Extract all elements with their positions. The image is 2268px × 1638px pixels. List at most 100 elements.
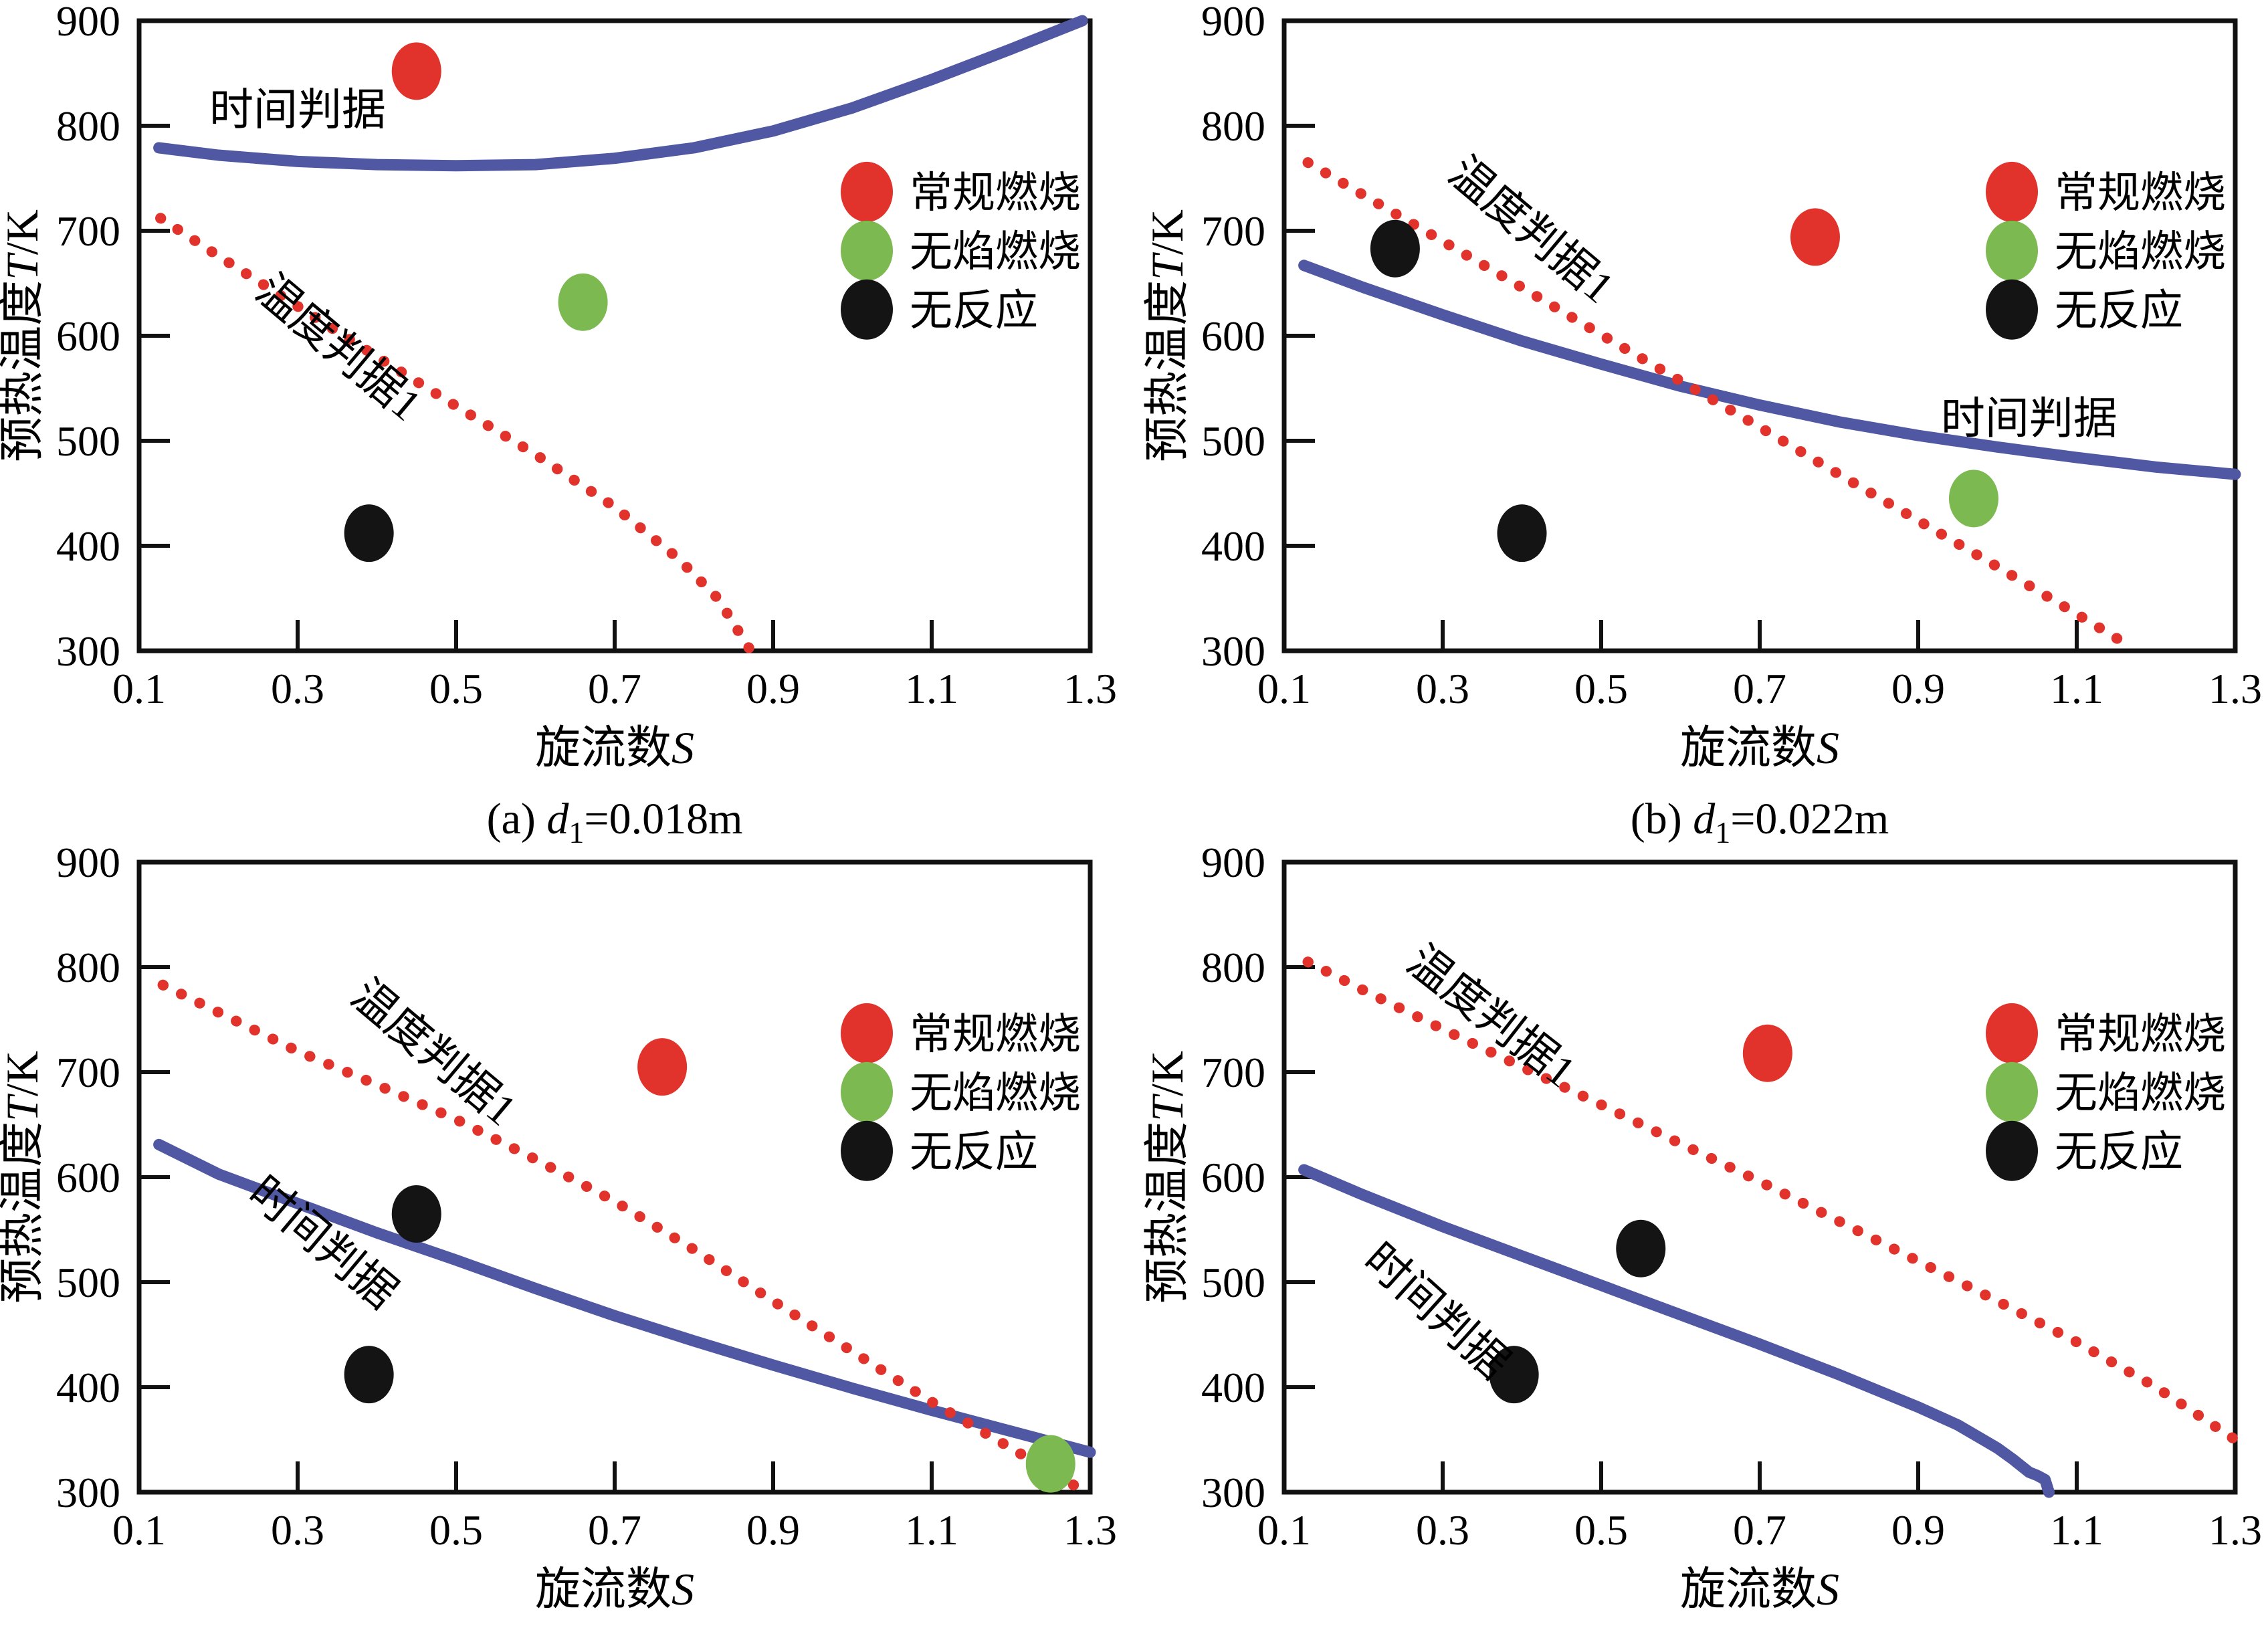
point-flameless <box>1948 470 1998 528</box>
legend-label-flameless: 无焰燃烧 <box>910 228 1081 276</box>
panel-caption: (c) d1=0.024m <box>487 1636 743 1638</box>
panel-caption: (b) d1=0.022m <box>1631 795 1889 849</box>
time-criterion-line <box>1298 1164 2055 1498</box>
y-tick-label: 400 <box>56 1364 120 1411</box>
legend-marker-none <box>841 1120 893 1181</box>
y-tick-label: 400 <box>1201 1364 1265 1411</box>
panel-caption: (d) d1=0.026m <box>1631 1636 1889 1638</box>
y-tick-label: 600 <box>1201 1154 1265 1201</box>
time-criterion-line <box>153 1138 1096 1458</box>
temperature-criterion-line <box>155 213 755 654</box>
point-flameless <box>1025 1435 1075 1493</box>
x-tick-label: 0.3 <box>271 1506 324 1554</box>
x-tick-label: 1.1 <box>905 1506 958 1554</box>
x-tick-label: 0.1 <box>1257 665 1311 712</box>
temperature-criterion-label: 温度判据1 <box>1398 936 1584 1097</box>
time-criterion-line <box>1298 260 2241 480</box>
y-tick-label: 300 <box>56 1469 120 1516</box>
time-criterion-label: 时间判据 <box>1354 1234 1518 1389</box>
y-tick-label: 800 <box>56 944 120 991</box>
time-criterion-label: 时间判据 <box>239 1167 406 1318</box>
x-tick-label: 0.5 <box>1574 665 1628 712</box>
legend-marker-none <box>1986 1120 2038 1181</box>
point-none <box>1489 1346 1539 1404</box>
x-tick-label: 0.9 <box>1891 665 1945 712</box>
y-tick-label: 600 <box>56 1154 120 1201</box>
y-tick-label: 400 <box>1201 522 1265 570</box>
x-tick-label: 1.3 <box>1063 1506 1117 1554</box>
legend-label-none: 无反应 <box>2055 287 2183 334</box>
legend-label-conventional: 常规燃烧 <box>910 169 1081 217</box>
x-tick-label: 1.3 <box>2208 1506 2262 1554</box>
y-axis-title: 预热温度T/K <box>1142 209 1193 462</box>
legend-label-conventional: 常规燃烧 <box>2055 169 2226 217</box>
x-tick-label: 0.9 <box>1891 1506 1945 1554</box>
point-none <box>1497 504 1547 562</box>
point-none <box>344 504 394 562</box>
x-tick-label: 0.3 <box>1416 665 1469 712</box>
x-axis-title: 旋流数S <box>1680 722 1839 773</box>
time-criterion-label: 时间判据 <box>1941 395 2118 443</box>
time-criterion-line <box>153 15 1088 172</box>
point-conventional <box>391 42 441 100</box>
x-tick-label: 0.5 <box>429 665 483 712</box>
legend-label-none: 无反应 <box>910 287 1038 334</box>
legend-marker-none <box>1986 279 2038 340</box>
y-axis-title: 预热温度T/K <box>0 1051 47 1304</box>
legend-label-none: 无反应 <box>2055 1128 2183 1176</box>
point-conventional <box>637 1038 688 1096</box>
panel-caption: (a) d1=0.018m <box>487 795 743 849</box>
x-tick-label: 0.7 <box>588 1506 641 1554</box>
legend-marker-conventional <box>1986 1003 2038 1063</box>
y-tick-label: 700 <box>1201 1049 1265 1096</box>
y-axis-title: 预热温度T/K <box>0 209 47 462</box>
y-tick-label: 900 <box>56 0 120 45</box>
point-none <box>1370 219 1420 278</box>
x-tick-label: 1.1 <box>905 665 958 712</box>
legend-label-flameless: 无焰燃烧 <box>2055 228 2226 276</box>
y-tick-label: 900 <box>1201 0 1265 45</box>
legend-marker-conventional <box>1986 161 2038 222</box>
legend-marker-conventional <box>841 161 893 222</box>
x-tick-label: 0.7 <box>1733 665 1786 712</box>
legend-label-flameless: 无焰燃烧 <box>2055 1069 2226 1117</box>
temperature-criterion-label: 温度判据1 <box>342 970 525 1136</box>
x-tick-label: 0.3 <box>271 665 324 712</box>
x-tick-label: 0.7 <box>588 665 641 712</box>
point-none <box>344 1346 394 1404</box>
legend-label-flameless: 无焰燃烧 <box>910 1069 1081 1117</box>
y-tick-label: 700 <box>56 1049 120 1096</box>
legend-marker-flameless <box>841 220 893 281</box>
x-tick-label: 0.7 <box>1733 1506 1786 1554</box>
x-tick-label: 0.5 <box>1574 1506 1628 1554</box>
temperature-criterion-line <box>1302 157 2138 653</box>
y-tick-label: 500 <box>1201 1259 1265 1306</box>
point-conventional <box>1790 208 1840 266</box>
y-tick-label: 500 <box>56 417 120 465</box>
legend-label-none: 无反应 <box>910 1128 1038 1176</box>
point-none <box>1616 1219 1666 1277</box>
x-tick-label: 1.3 <box>1063 665 1117 712</box>
legend-label-conventional: 常规燃烧 <box>2055 1011 2226 1058</box>
legend-marker-conventional <box>841 1003 893 1063</box>
x-tick-label: 1.1 <box>2050 665 2103 712</box>
point-conventional <box>1742 1024 1792 1082</box>
x-axis-title: 旋流数S <box>535 1564 694 1615</box>
legend-marker-flameless <box>1986 1061 2038 1122</box>
y-tick-label: 500 <box>1201 417 1265 465</box>
x-tick-label: 0.5 <box>429 1506 483 1554</box>
y-tick-label: 600 <box>1201 312 1265 360</box>
x-axis-title: 旋流数S <box>1680 1564 1839 1615</box>
x-tick-label: 0.3 <box>1416 1506 1469 1554</box>
temperature-criterion-line <box>1302 956 2241 1445</box>
temperature-criterion-line <box>157 979 1088 1496</box>
y-tick-label: 300 <box>1201 1469 1265 1516</box>
legend-marker-flameless <box>841 1061 893 1122</box>
y-tick-label: 800 <box>1201 944 1265 991</box>
point-flameless <box>558 273 608 331</box>
x-tick-label: 0.1 <box>1257 1506 1311 1554</box>
x-tick-label: 1.3 <box>2208 665 2262 712</box>
x-tick-label: 0.9 <box>746 1506 800 1554</box>
